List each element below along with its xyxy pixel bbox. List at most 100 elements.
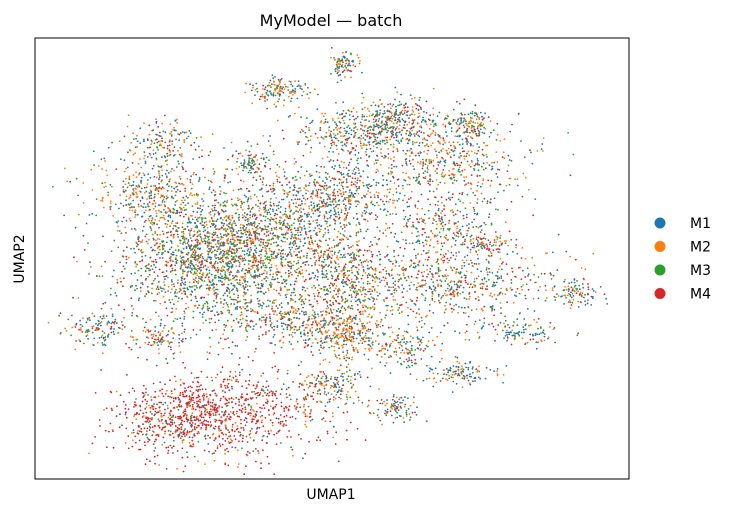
scatter-point — [166, 362, 169, 365]
scatter-point — [476, 158, 479, 160]
scatter-point — [343, 355, 345, 358]
scatter-point — [266, 245, 268, 248]
scatter-point — [220, 397, 222, 400]
scatter-point — [345, 205, 347, 207]
scatter-point — [228, 249, 231, 252]
scatter-point — [268, 262, 270, 264]
scatter-point — [185, 213, 187, 216]
scatter-point — [229, 416, 232, 419]
scatter-point — [321, 342, 324, 344]
scatter-point — [392, 299, 395, 301]
scatter-point — [194, 408, 197, 411]
scatter-point — [219, 280, 222, 282]
scatter-point — [171, 220, 174, 223]
scatter-point — [304, 413, 307, 416]
scatter-point — [120, 321, 123, 323]
scatter-point — [118, 207, 120, 210]
scatter-point — [206, 408, 208, 411]
scatter-point — [512, 324, 515, 327]
scatter-point — [250, 274, 252, 276]
scatter-point — [495, 151, 498, 154]
scatter-point — [312, 292, 315, 295]
scatter-point — [178, 175, 181, 178]
scatter-point — [208, 416, 211, 419]
scatter-point — [319, 189, 322, 191]
scatter-point — [437, 204, 439, 207]
scatter-point — [254, 163, 257, 165]
scatter-point — [270, 205, 273, 207]
scatter-point — [149, 256, 152, 259]
scatter-point — [437, 270, 440, 273]
scatter-point — [339, 364, 342, 367]
scatter-point — [570, 281, 573, 284]
scatter-point — [203, 221, 206, 224]
scatter-point — [499, 321, 502, 324]
scatter-point — [219, 337, 222, 340]
scatter-point — [271, 326, 273, 329]
scatter-point — [177, 245, 179, 248]
scatter-point — [276, 119, 279, 122]
scatter-point — [190, 372, 193, 374]
scatter-point — [387, 129, 389, 132]
scatter-point — [453, 304, 455, 307]
scatter-point — [144, 219, 147, 222]
scatter-point — [152, 238, 155, 241]
scatter-point — [225, 398, 228, 401]
scatter-point — [448, 174, 451, 177]
scatter-point — [408, 366, 411, 368]
scatter-point — [89, 319, 91, 321]
scatter-point — [170, 390, 173, 393]
scatter-point — [404, 396, 406, 399]
scatter-point — [361, 197, 363, 199]
scatter-point — [416, 329, 419, 332]
scatter-point — [458, 123, 461, 126]
scatter-point — [581, 283, 584, 285]
scatter-point — [161, 179, 163, 182]
scatter-point — [210, 242, 213, 245]
scatter-point — [355, 294, 358, 296]
scatter-point — [205, 223, 208, 226]
scatter-point — [340, 253, 342, 256]
scatter-point — [396, 200, 399, 202]
scatter-point — [123, 159, 126, 162]
scatter-point — [484, 244, 487, 246]
scatter-point — [458, 286, 461, 289]
scatter-point — [159, 242, 162, 245]
scatter-point — [163, 204, 166, 206]
scatter-point — [461, 267, 463, 270]
scatter-point — [345, 145, 347, 147]
scatter-point — [419, 106, 422, 109]
scatter-point — [418, 313, 421, 315]
scatter-point — [432, 276, 434, 278]
scatter-point — [520, 257, 523, 259]
scatter-point — [383, 400, 385, 403]
scatter-point — [392, 127, 395, 130]
scatter-point — [377, 294, 379, 297]
scatter-point — [322, 234, 325, 236]
scatter-point — [462, 217, 465, 220]
scatter-point — [513, 332, 515, 334]
scatter-point — [355, 232, 358, 234]
scatter-point — [373, 194, 376, 196]
scatter-point — [180, 426, 183, 428]
scatter-point — [161, 257, 164, 259]
scatter-point — [131, 162, 134, 164]
scatter-point — [232, 222, 235, 224]
scatter-point — [290, 294, 292, 297]
scatter-point — [316, 392, 319, 395]
scatter-point — [230, 313, 233, 316]
scatter-point — [220, 302, 222, 304]
scatter-point — [446, 135, 448, 137]
scatter-point — [166, 145, 169, 147]
scatter-point — [336, 190, 339, 193]
scatter-point — [297, 211, 299, 213]
scatter-point — [338, 127, 340, 130]
scatter-point — [579, 291, 582, 294]
scatter-point — [181, 391, 184, 394]
scatter-point — [368, 132, 371, 135]
scatter-point — [572, 153, 575, 156]
scatter-point — [432, 217, 435, 220]
scatter-point — [206, 308, 209, 310]
scatter-point — [267, 234, 270, 237]
scatter-point — [523, 156, 526, 159]
